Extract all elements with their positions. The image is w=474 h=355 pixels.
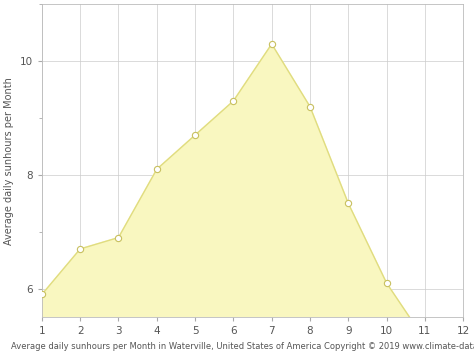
X-axis label: Average daily sunhours per Month in Waterville, United States of America Copyrig: Average daily sunhours per Month in Wate…	[11, 342, 474, 351]
Y-axis label: Average daily sunhours per Month: Average daily sunhours per Month	[4, 77, 14, 245]
